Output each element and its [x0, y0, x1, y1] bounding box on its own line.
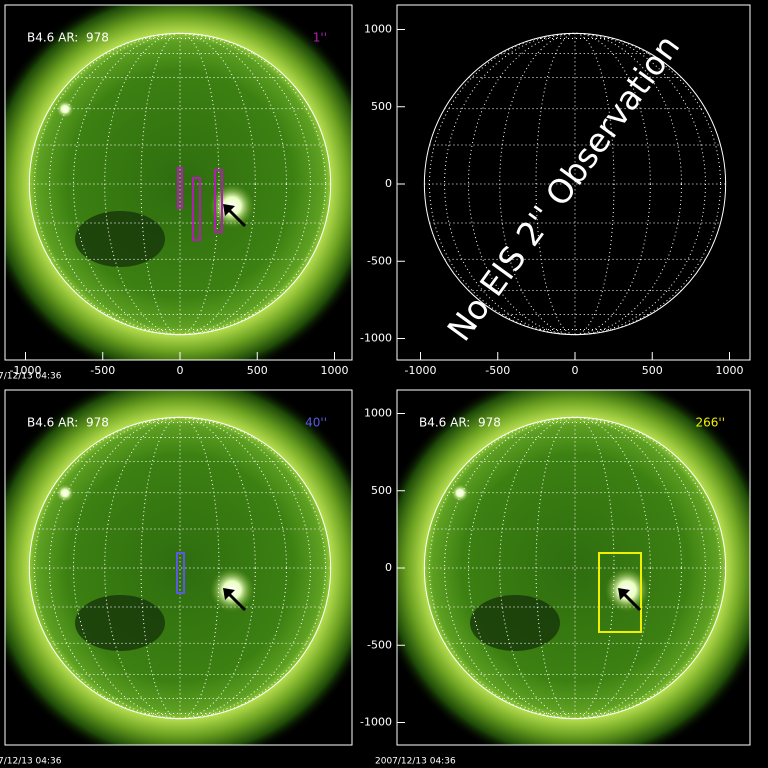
grid-longitude — [72, 32, 288, 336]
timestamp: 7/12/13 04:36 — [0, 757, 62, 767]
grid-longitude — [535, 416, 615, 720]
grid-longitude — [140, 32, 220, 336]
slit-box — [598, 552, 642, 633]
x-tick-label: 0 — [177, 364, 184, 377]
grid-longitude — [499, 416, 651, 720]
panel-label: B4.6 AR: 978 — [419, 416, 501, 430]
panel-body — [5, 390, 352, 745]
grid-longitude — [499, 32, 651, 336]
x-tick-label: -1000 — [10, 364, 42, 377]
y-tick-label: 1000 — [364, 23, 392, 36]
y-tick-label: -1000 — [360, 332, 392, 345]
frame — [4, 389, 353, 746]
slit-label: 266'' — [695, 416, 725, 430]
y-tick-label: 500 — [371, 100, 392, 113]
slit-box — [192, 177, 201, 241]
panel: B4.6 AR: 978 40'' 7/12/13 04:36 — [0, 389, 353, 767]
y-tick-label: 1000 — [364, 407, 392, 420]
grid-longitude — [72, 416, 288, 720]
arrow-head — [223, 204, 235, 216]
x-tick-label: 500 — [642, 364, 663, 377]
y-tick-label: 500 — [371, 484, 392, 497]
coronal-hole — [75, 595, 165, 651]
panel: 1000 500 0 -500 -1000 B4.6 AR: 978 266'' 2007/1… — [360, 389, 751, 767]
slit-box — [214, 169, 223, 233]
arrow-head — [618, 588, 630, 600]
x-tick-label: 1000 — [321, 364, 349, 377]
panel-body — [397, 390, 750, 745]
coronal-hole — [470, 595, 560, 651]
x-tick-label: 0 — [572, 364, 579, 377]
limb — [28, 32, 332, 336]
slit-label: 1'' — [313, 31, 327, 45]
y-tick-label: -500 — [367, 254, 392, 267]
bright-point — [451, 484, 469, 502]
panel: -1000 -500 0 500 1000 B4.6 AR: 978 1'' 7/12/13 … — [0, 4, 353, 382]
panel-body — [423, 32, 727, 336]
panel-label: B4.6 AR: 978 — [27, 31, 109, 45]
y-tick-label: -500 — [367, 638, 392, 651]
frame — [396, 4, 751, 361]
x-tick-label: 1000 — [716, 364, 744, 377]
limb — [423, 416, 727, 720]
limb — [28, 416, 332, 720]
x-tick-label: -1000 — [405, 364, 437, 377]
timestamp: 2007/12/13 04:36 — [375, 757, 456, 767]
bright-point — [56, 484, 74, 502]
grid-longitude — [104, 32, 256, 336]
slit-label: 40'' — [305, 416, 327, 430]
limb — [423, 32, 727, 336]
x-tick-label: -500 — [90, 364, 115, 377]
panel-label: B4.6 AR: 978 — [27, 416, 109, 430]
coronal-hole — [75, 211, 165, 267]
y-tick-label: -1000 — [360, 716, 392, 729]
x-tick-label: 500 — [247, 364, 268, 377]
y-tick-label: 0 — [385, 177, 392, 190]
panel-body — [5, 5, 352, 360]
bright-point — [56, 100, 74, 118]
grid-longitude — [140, 416, 220, 720]
panel: -1000 -500 0 500 1000 1000 500 0 -500 -1000 No EIS… — [360, 4, 751, 377]
timestamp: 7/12/13 04:36 — [0, 372, 62, 382]
grid-longitude — [104, 416, 256, 720]
grid-longitude — [535, 32, 615, 336]
slit-box — [177, 167, 183, 209]
annotation: No EIS 2'' Observation — [439, 28, 687, 349]
y-tick-label: 0 — [385, 561, 392, 574]
arrow-head — [223, 588, 235, 600]
frame — [4, 4, 353, 361]
slit-box — [176, 552, 185, 594]
x-tick-label: -500 — [485, 364, 510, 377]
